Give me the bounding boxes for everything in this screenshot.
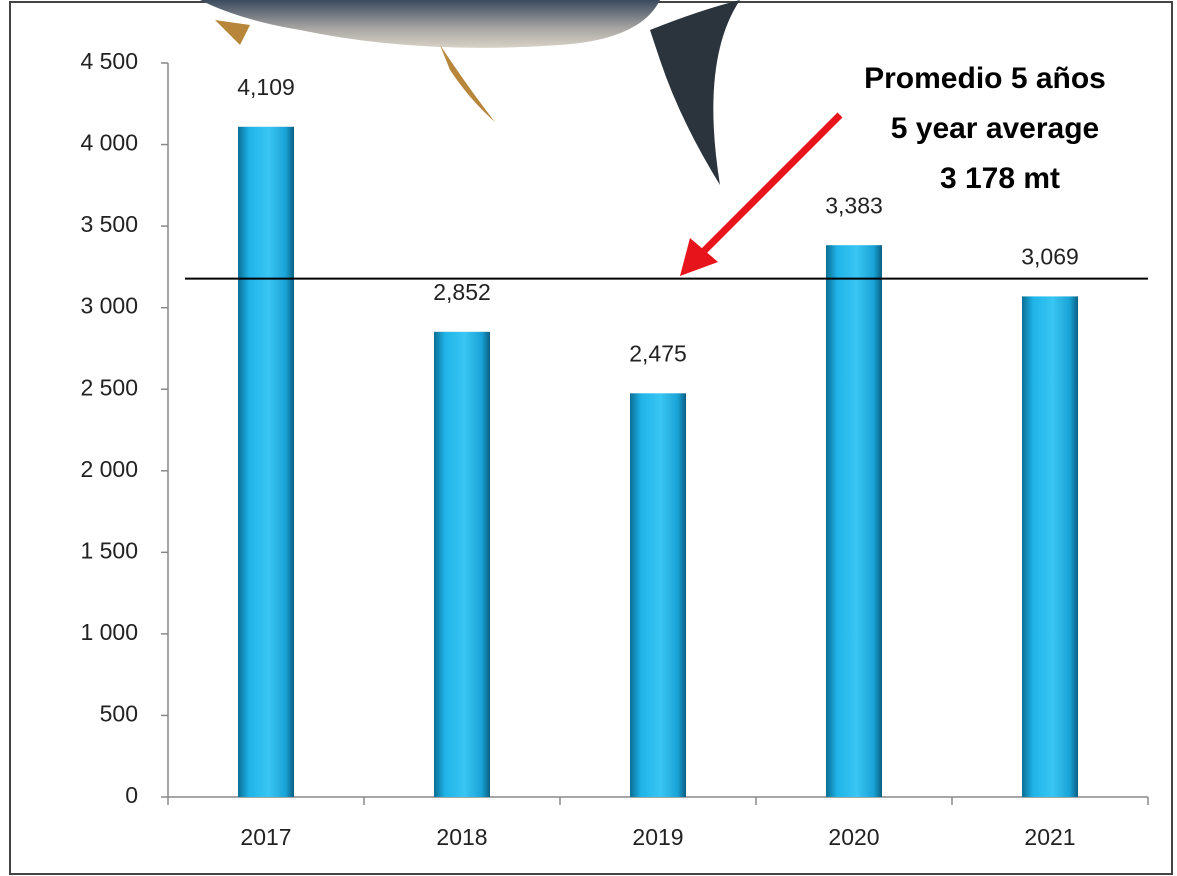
bar	[434, 331, 490, 797]
y-tick-label: 4 000	[80, 130, 138, 156]
annotation: 5 year average	[891, 112, 1100, 145]
plot-area: 0 500 1 000 1 500 2 000 2 500 3 000 3 500 4 000 4…	[80, 48, 1149, 850]
x-tick-label: 2020	[828, 824, 879, 850]
arrow-head	[680, 238, 718, 276]
bar	[826, 245, 882, 797]
value-label: 3,383	[825, 192, 883, 218]
y-tick-label: 1 500	[80, 537, 138, 563]
value-label: 4,109	[237, 74, 295, 100]
y-tick-label: 500	[100, 701, 138, 727]
y-tick-label: 2 500	[80, 374, 138, 400]
bar	[238, 126, 294, 798]
fish-illustration	[200, 0, 740, 185]
value-label: 3,069	[1021, 243, 1079, 269]
value-label: 2,852	[433, 279, 491, 305]
x-tick-label: 2017	[240, 824, 291, 850]
y-tick-label: 0	[125, 782, 138, 808]
x-tick-label: 2021	[1024, 824, 1075, 850]
arrow-shaft	[697, 112, 843, 258]
x-tick-label: 2019	[632, 824, 683, 850]
y-tick-label: 3 000	[80, 293, 138, 319]
y-tick-label: 2 000	[80, 456, 138, 482]
annotation: 3 178 mt	[940, 162, 1060, 195]
bar	[630, 393, 686, 797]
y-tick-label: 3 500	[80, 211, 138, 237]
bar	[1022, 296, 1078, 797]
annotation: Promedio 5 años	[864, 62, 1106, 95]
y-tick-label: 1 000	[80, 619, 138, 645]
y-tick-label: 4 500	[80, 48, 138, 74]
value-label: 2,475	[629, 340, 687, 366]
x-tick-label: 2018	[436, 824, 487, 850]
